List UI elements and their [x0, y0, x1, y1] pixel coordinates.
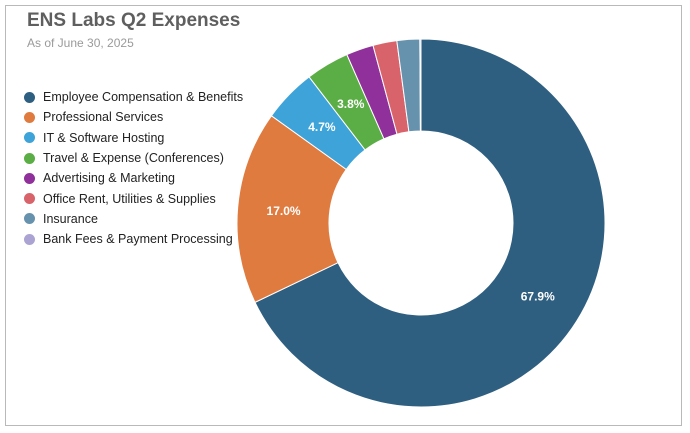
chart-legend: Employee Compensation & Benefits Professi…	[24, 87, 243, 249]
slice-data-label: 3.8%	[337, 97, 365, 111]
legend-item[interactable]: Office Rent, Utilities & Supplies	[24, 188, 243, 208]
legend-item[interactable]: Insurance	[24, 209, 243, 229]
chart-title: ENS Labs Q2 Expenses	[27, 10, 241, 31]
legend-item[interactable]: Bank Fees & Payment Processing	[24, 229, 243, 249]
legend-label: Professional Services	[43, 110, 164, 125]
legend-label: IT & Software Hosting	[43, 130, 165, 145]
pie-slice[interactable]	[254, 38, 606, 408]
legend-label: Bank Fees & Payment Processing	[43, 232, 233, 247]
slice-data-label: 67.9%	[521, 290, 555, 304]
slice-data-label: 17.0%	[267, 204, 301, 218]
slice-data-label: 4.7%	[308, 120, 336, 134]
legend-label: Employee Compensation & Benefits	[43, 90, 244, 105]
legend-swatch	[24, 152, 35, 164]
legend-swatch	[24, 132, 35, 144]
legend-swatch	[24, 172, 35, 184]
legend-swatch	[24, 193, 35, 205]
legend-swatch	[24, 91, 35, 103]
pie-slice[interactable]	[419, 38, 422, 132]
chart-subtitle: As of June 30, 2025	[27, 36, 134, 50]
legend-swatch	[24, 213, 35, 225]
legend-item[interactable]: Advertising & Marketing	[24, 168, 243, 188]
legend-item[interactable]: Travel & Expense (Conferences)	[24, 148, 243, 168]
legend-item[interactable]: Employee Compensation & Benefits	[24, 87, 243, 107]
legend-swatch	[24, 233, 35, 245]
legend-item[interactable]: IT & Software Hosting	[24, 128, 243, 148]
pie-slice[interactable]	[236, 115, 347, 304]
legend-swatch	[24, 111, 35, 123]
legend-label: Advertising & Marketing	[43, 171, 176, 186]
legend-label: Travel & Expense (Conferences)	[43, 151, 224, 166]
legend-label: Office Rent, Utilities & Supplies	[43, 191, 216, 206]
legend-label: Insurance	[43, 211, 98, 226]
legend-item[interactable]: Professional Services	[24, 107, 243, 127]
